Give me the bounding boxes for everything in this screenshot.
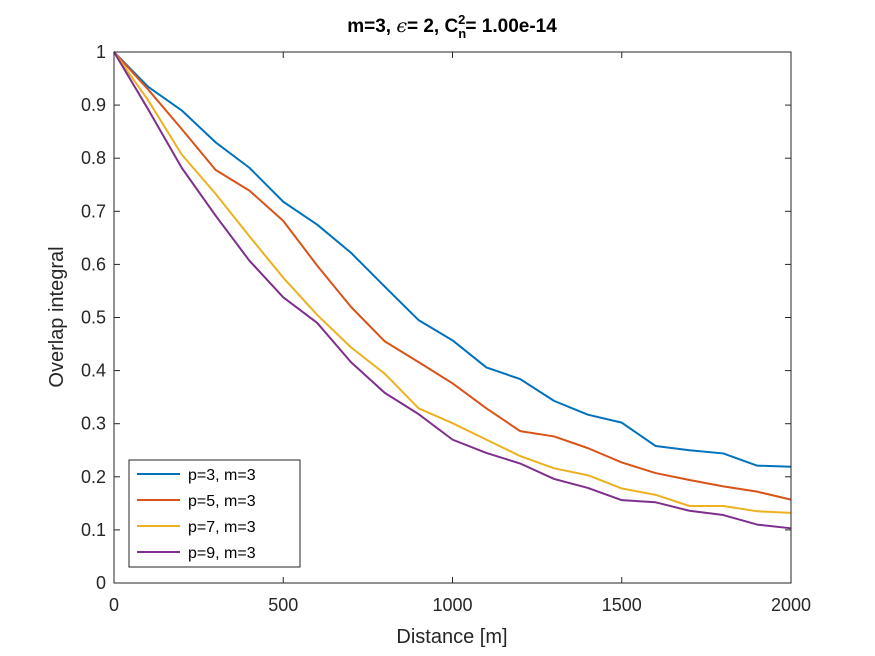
- legend-label: p=9, m=3: [188, 545, 256, 562]
- y-tick-label: 0.5: [81, 308, 106, 328]
- x-ticks: 0 500 1000 1500 2000: [109, 52, 811, 615]
- x-axis-label: Distance [m]: [396, 626, 507, 648]
- x-tick-label: 0: [109, 595, 119, 615]
- legend-box: [128, 459, 301, 568]
- series-lines: [113, 51, 792, 530]
- x-tick-label: 1000: [432, 595, 472, 615]
- y-tick-label: 0: [96, 573, 106, 593]
- x-tick-label: 500: [268, 595, 298, 615]
- title-m-part: m=3,: [347, 16, 396, 37]
- y-tick-label: 0.6: [81, 254, 106, 274]
- series-line-p-9-m-3: [113, 51, 792, 530]
- legend-label: p=7, m=3: [188, 519, 256, 536]
- series-line-p-7-m-3: [113, 51, 792, 514]
- y-tick-label: 0.1: [81, 520, 106, 540]
- title-superscript: 2: [458, 12, 465, 27]
- x-tick-label: 1500: [602, 595, 642, 615]
- y-tick-label: 0.8: [81, 148, 106, 168]
- title-value-part: = 1.00e-14: [465, 16, 557, 37]
- y-axis-label: Overlap integral: [46, 246, 68, 387]
- chart-title: m=3, ϵ= 2, Cn2= 1.00e-14: [347, 12, 557, 41]
- y-tick-label: 0.3: [81, 414, 106, 434]
- title-epsilon-symbol: ϵ: [396, 15, 407, 37]
- y-tick-label: 0.7: [81, 201, 106, 221]
- legend-label: p=3, m=3: [188, 467, 256, 484]
- y-tick-label: 0.4: [81, 361, 106, 381]
- y-tick-label: 0.9: [81, 95, 106, 115]
- y-tick-label: 1: [96, 42, 106, 62]
- plot-box: [113, 51, 792, 584]
- legend: p=3, m=3 p=5, m=3 p=7, m=3 p=9, m=3: [128, 459, 301, 568]
- y-tick-label: 0.2: [81, 467, 106, 487]
- series-line-p-5-m-3: [113, 51, 792, 501]
- x-tick-label: 2000: [771, 595, 811, 615]
- series-line-p-3-m-3: [113, 51, 792, 468]
- legend-label: p=5, m=3: [188, 493, 256, 510]
- title-eps-part: = 2, C: [407, 16, 458, 37]
- y-ticks: 0 0.1 0.2 0.3 0.4 0.5 0.6 0.7 0.8 0.9 1: [81, 42, 791, 593]
- title-subscript: n: [458, 26, 466, 41]
